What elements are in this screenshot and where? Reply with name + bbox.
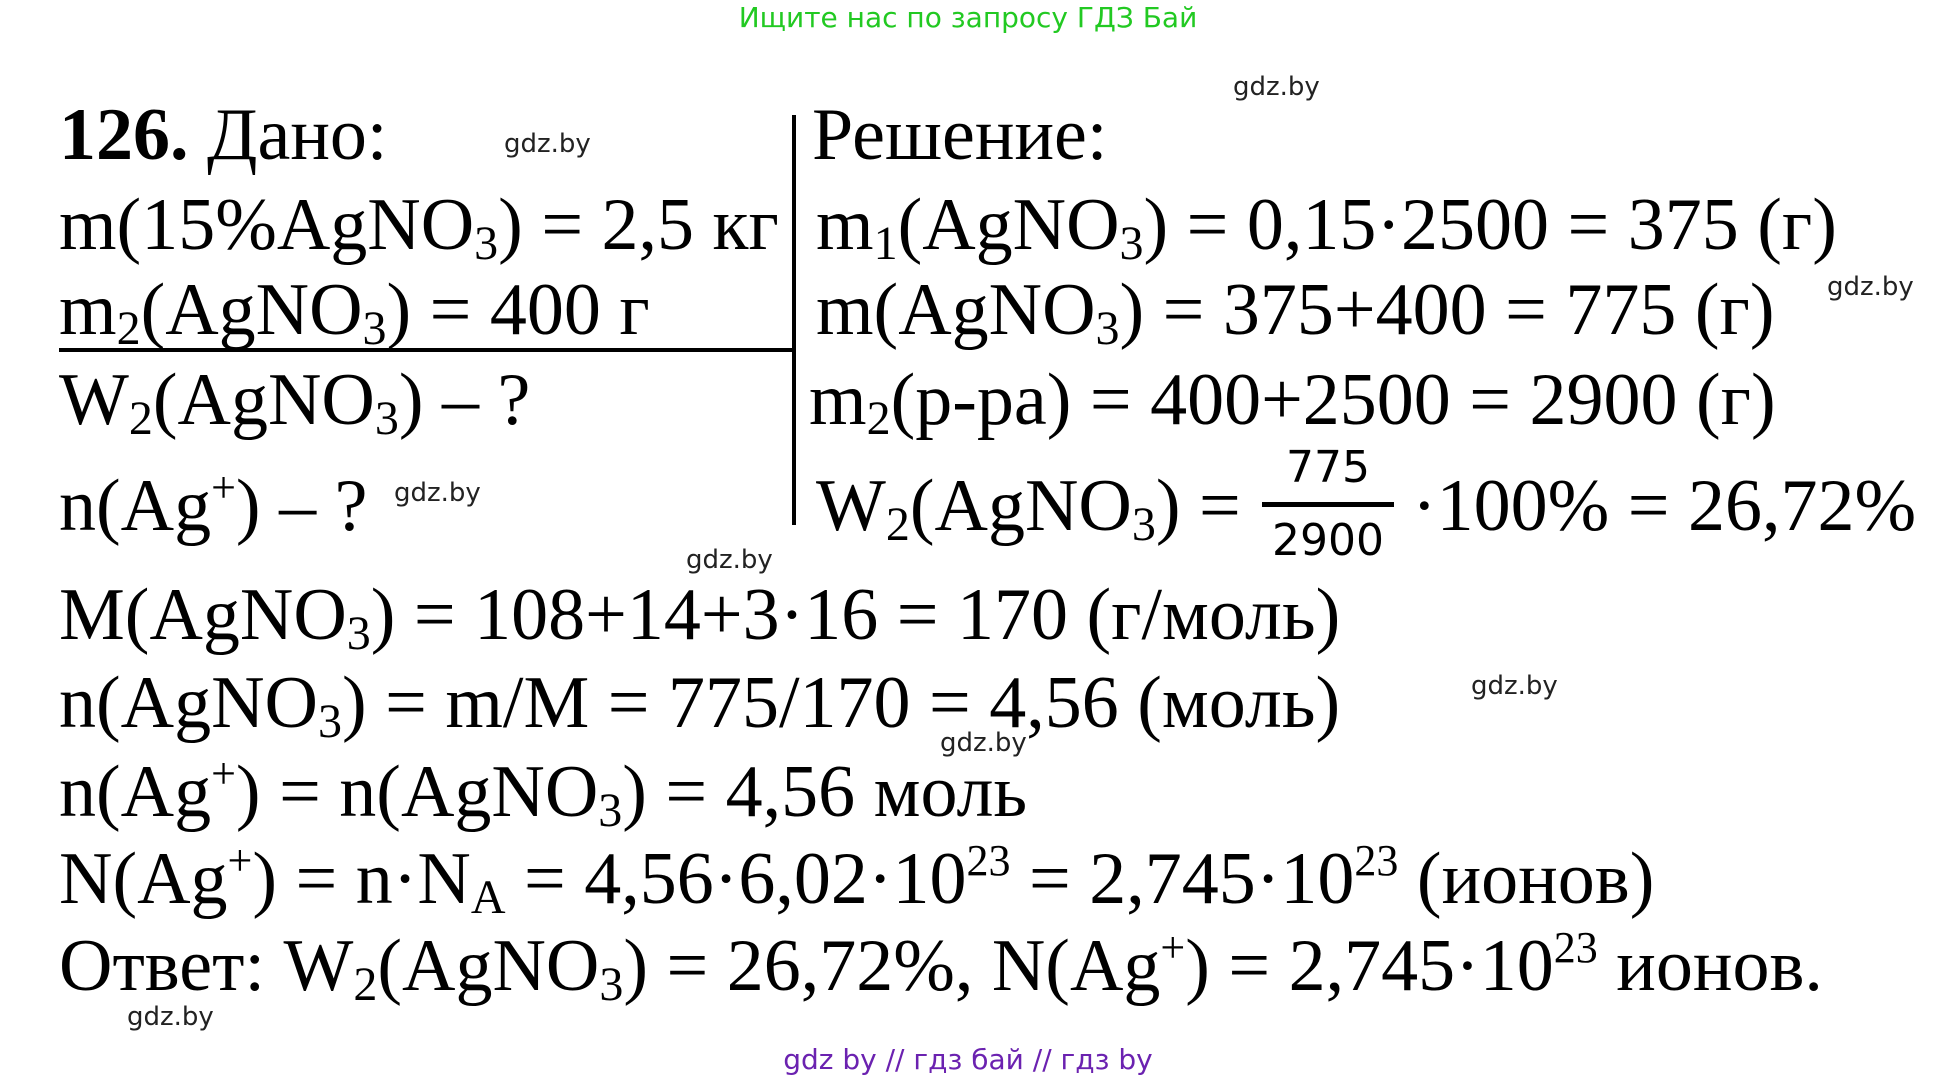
formula-text: ) = 400 г: [386, 269, 650, 351]
subscript: 3: [374, 392, 399, 445]
formula-text: ) = 2,5 кг: [498, 184, 779, 266]
formula-text: ) – ?: [398, 359, 531, 441]
solution-line: W2(AgNO3) =: [816, 469, 1241, 549]
formula-text: n(Ag: [59, 465, 212, 547]
subscript: 3: [1095, 302, 1120, 355]
subscript: 2: [353, 958, 378, 1011]
formula-text: ) =: [1155, 465, 1241, 547]
watermark: gdz.by: [394, 478, 481, 508]
subscript: 1: [873, 217, 898, 270]
search-hint-banner: Ищите нас по запросу ГДЗ Бай: [738, 1, 1198, 34]
subscript: 3: [317, 695, 342, 748]
superscript: 23: [1354, 836, 1399, 885]
formula-text: (AgNO: [140, 269, 363, 351]
superscript: +: [227, 836, 253, 885]
watermark: gdz.by: [1233, 72, 1320, 102]
superscript: 23: [966, 836, 1011, 885]
formula-text: ) = n·N: [252, 838, 471, 920]
formula-text: (AgNO: [897, 184, 1120, 266]
fraction: 775 2900: [1262, 440, 1394, 569]
answer-line: Ответ: W2(AgNO3) = 26,72%, N(Ag+) = 2,74…: [59, 926, 1823, 1009]
subscript: 3: [346, 607, 371, 660]
footer-links: gdz by // гдз бай // гдз by: [783, 1043, 1153, 1076]
watermark: gdz.by: [504, 129, 591, 159]
formula-text: = 4,56·6,02·10: [505, 838, 967, 920]
vertical-divider: [792, 115, 796, 525]
watermark: gdz.by: [940, 728, 1027, 758]
subscript: 2: [116, 302, 141, 355]
subscript: 3: [1119, 217, 1144, 270]
watermark: gdz.by: [1827, 272, 1914, 302]
formula-text: (AgNO: [152, 359, 375, 441]
given-line: W2(AgNO3) – ?: [59, 363, 530, 443]
formula-text: m: [59, 269, 117, 351]
problem-heading: 126. Дано:: [59, 98, 387, 172]
problem-number: 126.: [59, 94, 189, 176]
watermark: gdz.by: [686, 545, 773, 575]
formula-text: ) = 108+14+3·16 = 170 (г/моль): [370, 574, 1341, 656]
formula-text: ионов.: [1597, 925, 1823, 1007]
solution-line: m2(р-ра) = 400+2500 = 2900 (г): [809, 363, 1776, 443]
formula-text: (ионов): [1398, 838, 1655, 920]
given-line: m(15%AgNO3) = 2,5 кг: [59, 188, 779, 268]
superscript: +: [211, 749, 236, 798]
formula-text: N(Ag: [59, 838, 228, 920]
formula-text: ) = n(AgNO: [235, 751, 599, 833]
subscript: 3: [598, 784, 623, 837]
watermark: gdz.by: [1471, 671, 1558, 701]
formula-text: ) = 4,56 моль: [622, 751, 1028, 833]
step-line: M(AgNO3) = 108+14+3·16 = 170 (г/моль): [59, 578, 1340, 658]
formula-text: m: [816, 184, 874, 266]
subscript: 3: [1131, 498, 1156, 551]
formula-text: ) = m/M = 775/170 = 4,56 (моль): [341, 662, 1341, 744]
formula-text: (AgNO: [909, 465, 1132, 547]
formula-text: ) = 2,745·10: [1185, 925, 1554, 1007]
fraction-denominator: 2900: [1272, 515, 1384, 566]
given-line: m2(AgNO3) = 400 г: [59, 273, 650, 353]
formula-text: W: [816, 465, 886, 547]
watermark: gdz.by: [127, 1002, 214, 1032]
superscript: +: [1160, 923, 1186, 972]
formula-text: m(15%AgNO: [59, 184, 475, 266]
horizontal-divider: [59, 348, 794, 352]
solution-title: Решение:: [812, 94, 1108, 176]
subscript: 3: [599, 958, 624, 1011]
given-title: Дано:: [188, 94, 388, 176]
step-line: N(Ag+) = n·NA = 4,56·6,02·1023 = 2,745·1…: [59, 839, 1654, 922]
solution-line: m1(AgNO3) = 0,15·2500 = 375 (г): [816, 188, 1837, 268]
formula-text: W: [59, 359, 129, 441]
formula-text: (AgNO: [377, 925, 600, 1007]
subscript: A: [470, 871, 506, 924]
step-line: n(AgNO3) = m/M = 775/170 = 4,56 (моль): [59, 666, 1340, 746]
given-line: n(Ag+) – ?: [59, 466, 367, 544]
subscript: 3: [362, 302, 387, 355]
formula-text: ) = 26,72%, N(Ag: [623, 925, 1161, 1007]
fraction-numerator: 775: [1286, 442, 1370, 493]
formula-text: n(Ag: [59, 751, 212, 833]
step-line: n(Ag+) = n(AgNO3) = 4,56 моль: [59, 752, 1027, 835]
formula-text: m(AgNO: [816, 269, 1096, 351]
solution-line: m(AgNO3) = 375+400 = 775 (г): [816, 273, 1775, 353]
subscript: 2: [885, 498, 910, 551]
formula-text: = 2,745·10: [1010, 838, 1355, 920]
formula-text: (р-ра) = 400+2500 = 2900 (г): [890, 359, 1776, 441]
formula-text: n(AgNO: [59, 662, 318, 744]
formula-text: ) – ?: [235, 465, 368, 547]
formula-text: ) = 0,15·2500 = 375 (г): [1143, 184, 1837, 266]
formula-text: m: [809, 359, 867, 441]
formula-text: ) = 375+400 = 775 (г): [1119, 269, 1775, 351]
superscript: +: [211, 463, 236, 512]
superscript: 23: [1553, 923, 1598, 972]
formula-text: M(AgNO: [59, 574, 347, 656]
fraction-bar: [1262, 502, 1394, 507]
percentage-result: ·100% = 26,72%: [1412, 465, 1917, 547]
subscript: 2: [128, 392, 153, 445]
subscript: 2: [866, 392, 891, 445]
formula-text: Ответ: W: [59, 925, 354, 1007]
subscript: 3: [474, 217, 499, 270]
